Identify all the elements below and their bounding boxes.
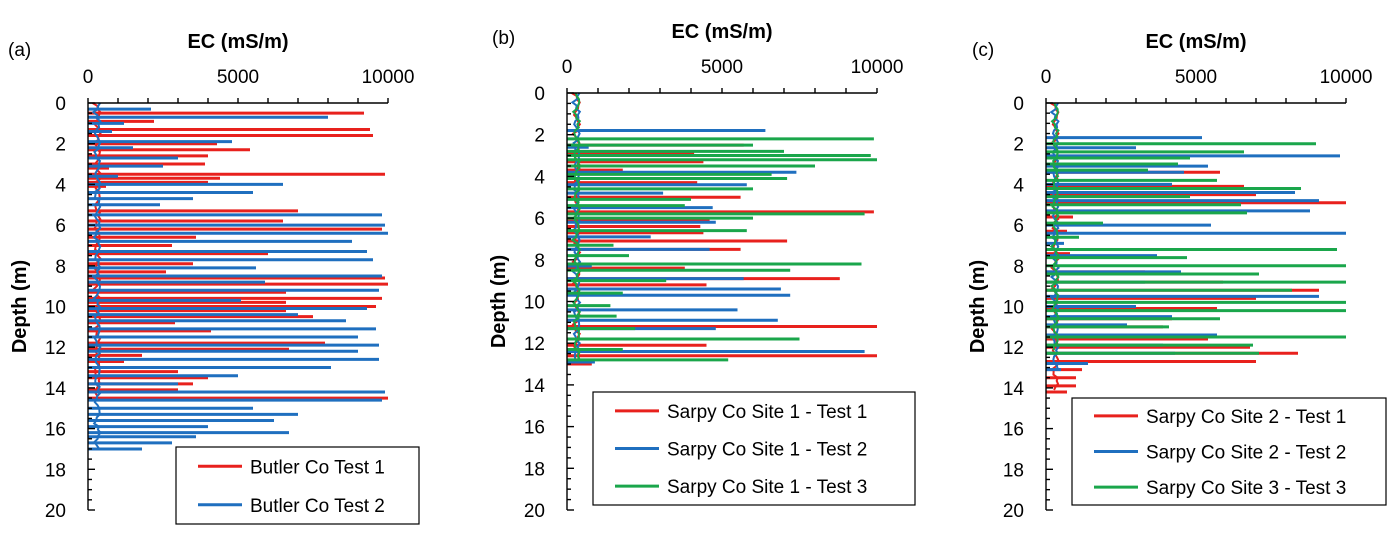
legend-entry: Sarpy Co Site 1 - Test 2 — [667, 440, 867, 461]
y-tick-label: 20 — [1003, 501, 1024, 522]
x-tick-label: 0 — [562, 57, 573, 78]
legend-box — [175, 446, 420, 525]
series-2 — [88, 102, 388, 451]
x-tick-label: 10000 — [851, 57, 904, 78]
y-tick-label: 6 — [534, 209, 545, 230]
legend: Butler Co Test 1 Butler Co Test 2 — [175, 446, 420, 525]
y-tick-label: 0 — [55, 94, 66, 115]
y-tick-label: 18 — [45, 460, 66, 481]
y-tick-label: 8 — [534, 251, 545, 272]
series-3 — [1046, 102, 1346, 355]
legend-entry: Butler Co Test 2 — [250, 496, 385, 517]
y-axis-title: Depth (m) — [9, 260, 31, 353]
x-tick-label: 0 — [83, 67, 94, 88]
legend-entry: Sarpy Co Site 2 - Test 1 — [1146, 407, 1346, 428]
y-tick-label: 18 — [1003, 460, 1024, 481]
legend: Sarpy Co Site 2 - Test 1 Sarpy Co Site 2 … — [1071, 397, 1387, 506]
y-tick-label: 18 — [524, 459, 545, 480]
y-tick-label: 12 — [1003, 338, 1024, 359]
x-tick-label: 5000 — [217, 67, 259, 88]
x-axis-title: EC (mS/m) — [671, 21, 772, 43]
data-trace — [91, 102, 102, 397]
y-tick-label: 2 — [1013, 135, 1024, 156]
data-trace — [570, 92, 582, 360]
y-tick-label: 16 — [1003, 420, 1024, 441]
data-trace — [91, 102, 102, 449]
y-tick-label: 0 — [1013, 94, 1024, 115]
y-tick-label: 4 — [1013, 175, 1024, 196]
y-tick-label: 14 — [524, 376, 546, 397]
chart-panel-c: (c) EC (mS/m) Depth (m) 0 5000 10000 0 2 4 6 8 10 12… — [967, 31, 1387, 522]
y-tick-label: 14 — [1003, 379, 1025, 400]
y-tick-label: 4 — [55, 175, 66, 196]
y-tick-label: 10 — [1003, 298, 1024, 319]
legend-entry: Sarpy Co Site 2 - Test 2 — [1146, 443, 1346, 464]
x-axis-title: EC (mS/m) — [187, 31, 288, 53]
series-1 — [567, 92, 877, 366]
y-tick-label: 6 — [1013, 216, 1024, 237]
y-tick-label: 2 — [534, 126, 545, 147]
data-trace — [1049, 102, 1060, 351]
x-tick-label: 5000 — [701, 57, 743, 78]
y-tick-label: 4 — [534, 167, 545, 188]
y-tick-label: 10 — [45, 298, 66, 319]
chart-panel-a: (a) EC (mS/m) Depth (m) 0 5000 10000 0 2 4 6 8 10 12… — [8, 31, 420, 525]
y-tick-label: 16 — [524, 418, 545, 439]
legend: Sarpy Co Site 1 - Test 1 Sarpy Co Site 1 … — [592, 391, 916, 506]
x-axis-title: EC (mS/m) — [1145, 31, 1246, 53]
x-tick-label: 10000 — [362, 67, 415, 88]
legend-entry: Butler Co Test 1 — [250, 457, 385, 478]
y-axis-title: Depth (m) — [488, 255, 510, 348]
y-tick-label: 0 — [534, 84, 545, 105]
y-tick-label: 20 — [45, 501, 66, 522]
y-axis-title: Depth (m) — [967, 260, 989, 353]
panel-label: (a) — [8, 40, 31, 61]
y-tick-label: 12 — [45, 338, 66, 359]
series-1 — [88, 102, 388, 400]
y-tick-label: 12 — [524, 334, 545, 355]
panel-label: (c) — [972, 40, 994, 61]
y-tick-label: 8 — [1013, 257, 1024, 278]
x-tick-label: 5000 — [1175, 67, 1217, 88]
y-tick-label: 16 — [45, 420, 66, 441]
legend-entry: Sarpy Co Site 3 - Test 3 — [1146, 478, 1346, 499]
chart-panel-b: (b) EC (mS/m) Depth (m) 0 5000 10000 0 2 4 6 8 10 12… — [488, 21, 916, 522]
data-trace — [570, 92, 582, 360]
legend-entry: Sarpy Co Site 1 - Test 1 — [667, 402, 867, 423]
y-tick-label: 14 — [45, 379, 67, 400]
y-tick-label: 20 — [524, 501, 545, 522]
legend-entry: Sarpy Co Site 1 - Test 3 — [667, 477, 867, 498]
panel-label: (b) — [492, 28, 515, 49]
y-tick-label: 10 — [524, 293, 545, 314]
y-tick-label: 2 — [55, 135, 66, 156]
y-tick-label: 8 — [55, 257, 66, 278]
y-tick-label: 6 — [55, 216, 66, 237]
x-tick-label: 10000 — [1320, 67, 1373, 88]
series-3 — [567, 92, 877, 362]
x-tick-label: 0 — [1041, 67, 1052, 88]
